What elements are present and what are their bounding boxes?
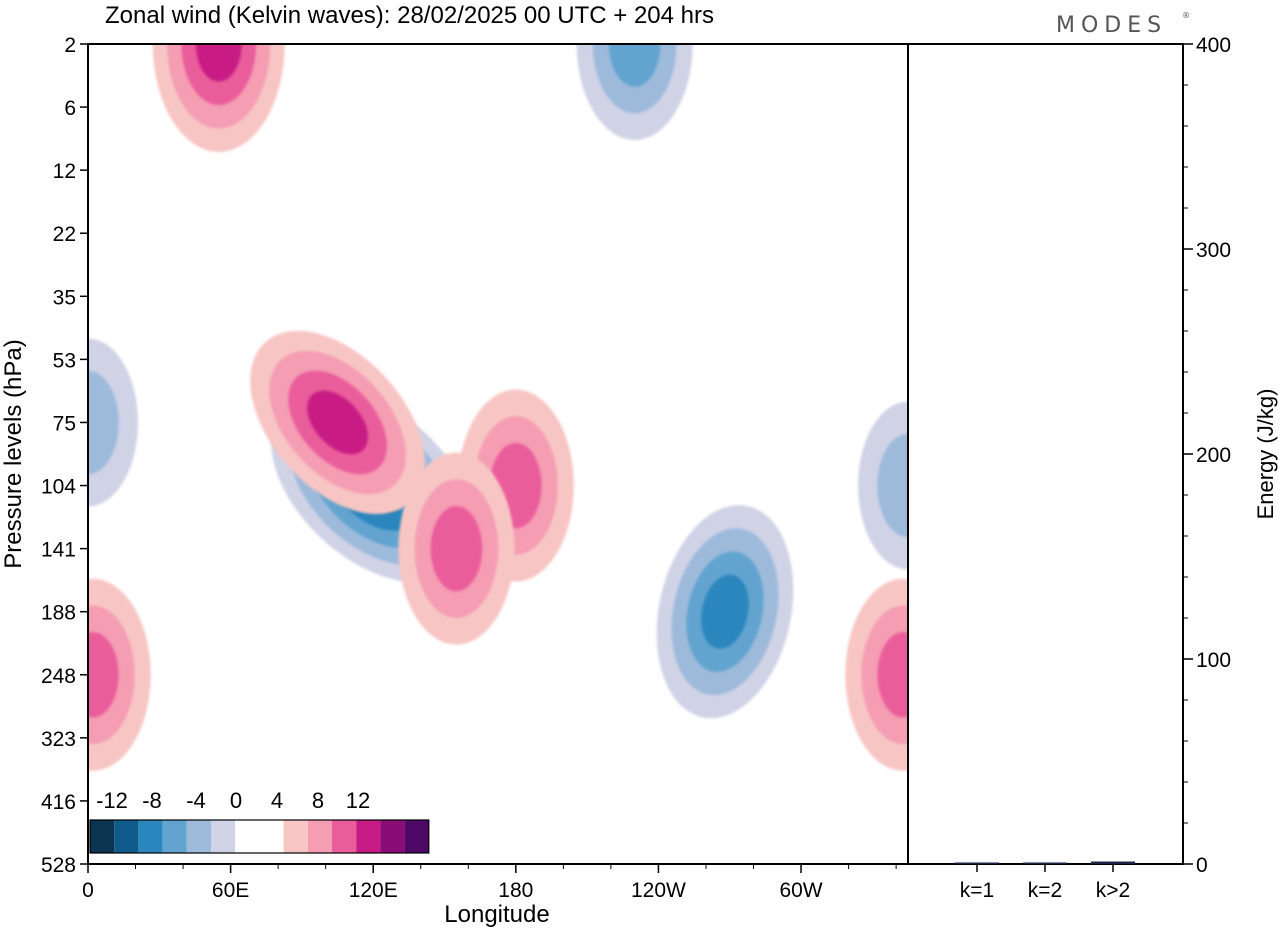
colorbar-cell <box>283 820 308 853</box>
y-tick-label: 104 <box>41 476 76 499</box>
y-tick-label: 35 <box>53 286 76 309</box>
colorbar-cell <box>356 820 381 853</box>
colorbar-cell <box>186 820 211 853</box>
colorbar-cell <box>114 820 139 853</box>
energy-bar <box>955 862 999 864</box>
x-tick-label: 0 <box>82 879 94 902</box>
y-tick-label: 528 <box>41 854 76 877</box>
wind-anomaly-contour <box>88 370 119 475</box>
y-axis-ticks: 2 6 12 22 35 53 75 104 141 188 248 323 416 528 <box>41 34 88 877</box>
energy-bar <box>1023 862 1067 864</box>
brand-registered-mark: ® <box>1182 11 1190 20</box>
y-tick-label: 22 <box>53 223 76 246</box>
y-tick-label: 75 <box>53 412 76 435</box>
energy-category-label: k=1 <box>960 879 994 902</box>
x-tick-label: 60W <box>779 879 822 902</box>
wind-anomaly-contour <box>88 632 119 718</box>
wind-anomaly-contour <box>195 44 242 82</box>
energy-axis-label: Energy (J/kg) <box>1253 389 1278 520</box>
x-tick-label: 120E <box>349 879 398 902</box>
colorbar-tick-label: 8 <box>312 788 324 813</box>
y-tick-label: 53 <box>53 349 76 372</box>
energy-axis: 0 100 200 300 400 <box>1183 34 1231 877</box>
energy-tick-label: 0 <box>1196 854 1208 877</box>
x-axis-ticks: 0 60E 120E 180 120W 60W <box>82 864 897 902</box>
colorbar-frame <box>89 819 430 854</box>
wind-contour-field <box>88 44 908 771</box>
colorbar-tick-label: 0 <box>230 788 242 813</box>
x-tick-label: 60E <box>212 879 249 902</box>
energy-bars: k=1 k=2 k>2 <box>955 861 1135 902</box>
colorbar-tick-label: 12 <box>346 788 370 813</box>
brand-logo: MODES <box>1056 13 1167 38</box>
colorbar-tick-label: -8 <box>142 788 162 813</box>
colorbar-cell <box>307 820 332 853</box>
colorbar-legend: -12 -8 -4 0 4 8 12 <box>89 788 430 854</box>
colorbar-cell <box>332 820 357 853</box>
wind-anomaly-contour <box>877 632 908 718</box>
energy-tick-label: 100 <box>1196 649 1231 672</box>
y-axis-label: Pressure levels (hPa) <box>0 339 27 568</box>
colorbar-cell <box>235 820 260 853</box>
y-tick-label: 141 <box>41 539 76 562</box>
colorbar-tick-label: -12 <box>96 788 128 813</box>
wind-anomaly-contour <box>430 505 483 592</box>
energy-tick-label: 400 <box>1196 34 1231 57</box>
y-tick-label: 188 <box>41 602 76 625</box>
colorbar-cell <box>259 820 284 853</box>
energy-bar <box>1091 861 1135 864</box>
wind-anomaly-contour <box>701 574 749 649</box>
wind-anomaly-contour <box>608 44 661 87</box>
y-tick-label: 2 <box>64 34 76 57</box>
x-axis-label: Longitude <box>444 901 549 928</box>
colorbar-cell <box>138 820 163 853</box>
energy-category-label: k=2 <box>1028 879 1062 902</box>
y-tick-label: 12 <box>53 160 76 183</box>
colorbar-cell <box>90 820 115 853</box>
y-tick-label: 323 <box>41 728 76 751</box>
energy-plot-frame <box>907 43 1184 865</box>
colorbar-tick-label: 4 <box>271 788 283 813</box>
energy-tick-label: 300 <box>1196 239 1231 262</box>
wind-anomaly-contour <box>877 433 908 538</box>
x-tick-label: 180 <box>498 879 533 902</box>
y-tick-label: 416 <box>41 791 76 814</box>
colorbar-tick-label: -4 <box>186 788 206 813</box>
wind-anomaly-contour <box>307 390 368 455</box>
y-tick-label: 6 <box>64 97 76 120</box>
colorbar-cell <box>404 820 429 853</box>
energy-category-label: k>2 <box>1096 879 1130 902</box>
energy-tick-label: 200 <box>1196 444 1231 467</box>
chart-title: Zonal wind (Kelvin waves): 28/02/2025 00… <box>105 2 714 29</box>
colorbar-cell <box>380 820 405 853</box>
colorbar-cell <box>162 820 187 853</box>
x-tick-label: 120W <box>631 879 686 902</box>
colorbar-cell <box>211 820 236 853</box>
y-tick-label: 248 <box>41 665 76 688</box>
